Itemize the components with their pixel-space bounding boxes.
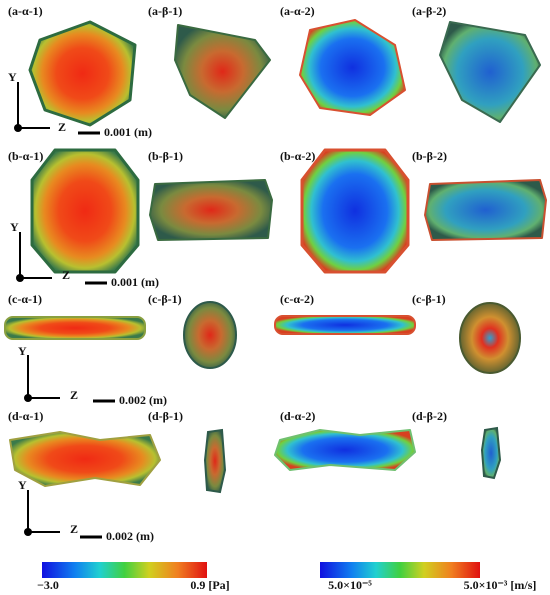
- axis-label: Y: [18, 344, 27, 358]
- particle: [480, 426, 502, 480]
- particle: [174, 24, 271, 119]
- axis-label: Y: [18, 478, 27, 492]
- particle: [28, 20, 137, 127]
- particle: [300, 148, 410, 274]
- panel-label: (a-α-2): [280, 4, 315, 18]
- panel-label: (a-β-1): [148, 4, 182, 18]
- axes: [24, 355, 60, 402]
- particle: [274, 429, 416, 471]
- axis-label: Z: [70, 522, 78, 536]
- panel-label: (c-α-1): [8, 292, 42, 306]
- axis-label: Y: [10, 220, 19, 234]
- particle: [4, 316, 146, 340]
- scale-label: 0.001 (m): [111, 275, 159, 289]
- axes: [24, 490, 60, 536]
- colorbar-label: 0.9 [Pa]: [190, 578, 229, 592]
- particle: [299, 19, 406, 116]
- panel-label: (c-β-1): [148, 292, 182, 306]
- axes: [16, 232, 52, 282]
- particle: [274, 315, 416, 335]
- panel-label: (a-β-2): [412, 4, 446, 18]
- panel-label: (b-α-1): [8, 149, 43, 163]
- panel-label: (d-α-1): [8, 409, 43, 423]
- particle: [183, 301, 237, 369]
- colorbar-label: 5.0×10⁻³ [m/s]: [464, 578, 537, 592]
- particle: [203, 428, 227, 494]
- panel-label: (b-β-2): [412, 149, 447, 163]
- colorbar: [42, 562, 207, 578]
- particle: [439, 21, 541, 123]
- axis-label: Z: [70, 388, 78, 402]
- panel-label: (c-α-2): [280, 292, 314, 306]
- panel-label: (d-β-1): [148, 409, 183, 423]
- colorbar-label: 5.0×10⁻⁵: [328, 578, 372, 592]
- scale-label: 0.002 (m): [106, 529, 154, 543]
- scale-label: 0.002 (m): [119, 393, 167, 407]
- panel-label: (b-β-1): [148, 149, 183, 163]
- panel-label: (d-α-2): [280, 409, 315, 423]
- colorbar: [320, 562, 480, 578]
- scale-label: 0.001 (m): [104, 125, 152, 139]
- panel-label: (b-α-2): [280, 149, 315, 163]
- colorbar-label: −3.0: [37, 578, 59, 592]
- axis-label: Y: [8, 70, 17, 84]
- axes: [14, 82, 50, 132]
- particle: [459, 302, 521, 374]
- particle: [424, 179, 547, 241]
- panel-label: (a-α-1): [8, 4, 43, 18]
- particle: [9, 431, 161, 487]
- particle: [30, 148, 140, 274]
- particle: [149, 179, 273, 241]
- panel-label: (d-β-2): [412, 409, 447, 423]
- axis-label: Z: [62, 268, 70, 282]
- panel-label: (c-β-1): [412, 292, 446, 306]
- axis-label: Z: [58, 120, 66, 134]
